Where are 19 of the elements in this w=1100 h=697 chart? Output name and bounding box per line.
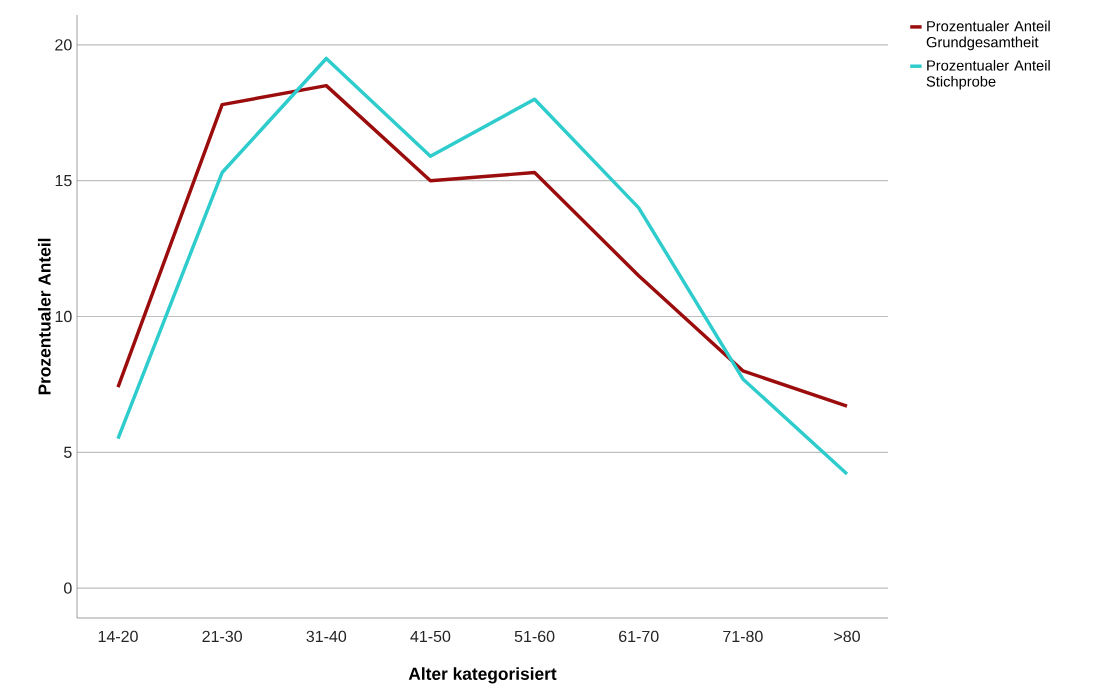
x-tick-label: 61-70	[619, 630, 659, 643]
y-tick-label: 0	[64, 582, 72, 594]
x-tick-label: 31-40	[306, 630, 347, 643]
legend-label: Prozentualer Anteil Grundgesamtheit	[926, 20, 1050, 51]
y-tick-label: 15	[55, 175, 72, 187]
line-series	[116, 56, 849, 476]
x-tick-label: 71-80	[723, 630, 763, 643]
x-tick-label: 14-20	[98, 630, 138, 643]
y-tick-label: 20	[55, 39, 72, 51]
line-series	[116, 83, 849, 408]
y-axis-title: Prozentualer Anteil	[37, 238, 51, 395]
y-tick-label: 5	[64, 446, 72, 458]
legend-label: Prozentualer Anteil Stichprobe	[926, 59, 1050, 90]
y-tick-label: 10	[55, 310, 72, 323]
x-tick-label: 41-50	[410, 630, 451, 643]
x-axis-title: Alter kategorisiert	[408, 667, 557, 684]
x-tick-label: 51-60	[514, 630, 555, 643]
x-tick-label: 21-30	[202, 630, 242, 643]
x-tick-label: >80	[834, 630, 860, 643]
